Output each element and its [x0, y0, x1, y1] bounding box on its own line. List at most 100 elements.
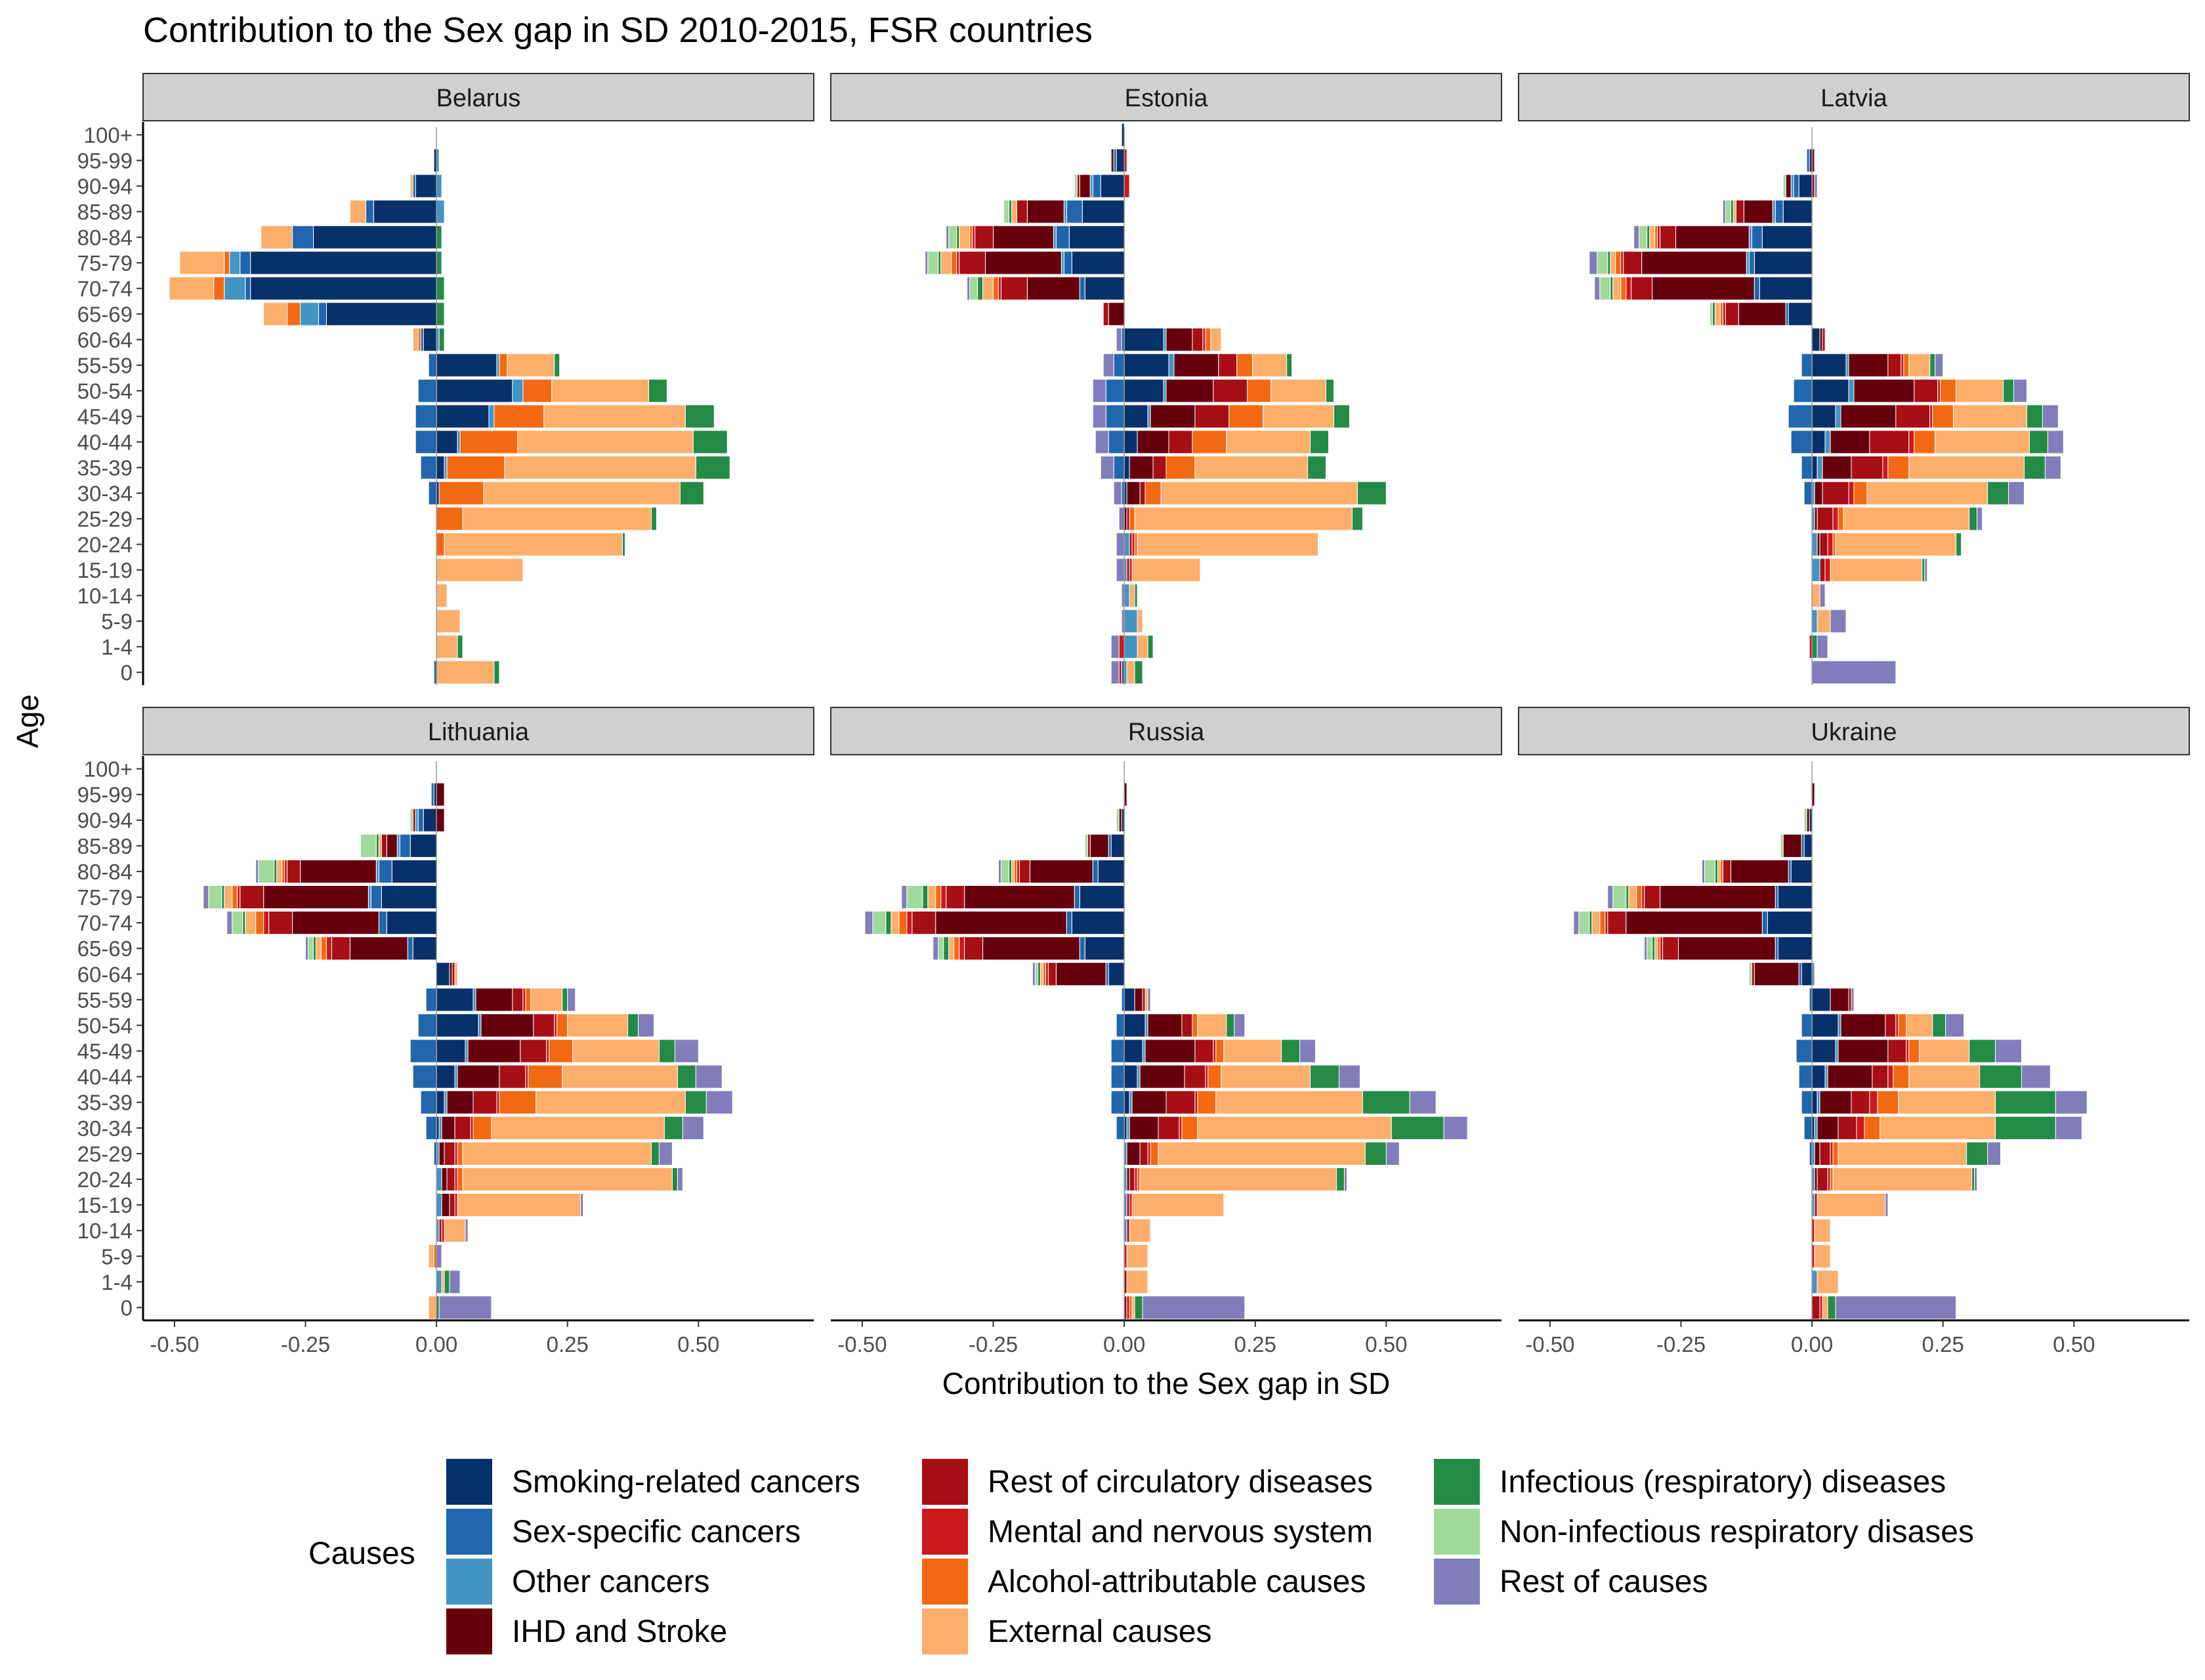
bar-segment: [572, 1039, 660, 1063]
bar-segment: [1040, 962, 1043, 986]
bar-segment: [1045, 962, 1049, 986]
y-tick-label: 0: [121, 661, 133, 685]
bar-segment: [1793, 174, 1799, 198]
bar-segment: [417, 1013, 437, 1038]
bar-segment: [441, 1193, 450, 1217]
bar-segment: [1641, 251, 1747, 275]
bar-segment: [1822, 327, 1826, 352]
bar-segment: [1895, 1013, 1899, 1038]
bar-segment: [420, 327, 424, 352]
bar-segment: [1987, 481, 2009, 505]
bar-segment: [1129, 1219, 1151, 1243]
bar-segment: [1142, 988, 1146, 1012]
bar-segment: [1160, 481, 1358, 505]
bar-segment: [1838, 1013, 1841, 1038]
bar-segment: [692, 430, 728, 454]
y-tick-label: 55-59: [77, 988, 133, 1012]
bar-segment: [622, 532, 626, 556]
bar-segment: [1000, 276, 1028, 301]
bar-segment: [1660, 885, 1776, 910]
bar-segment: [1811, 1295, 1820, 1320]
legend-item-mental-and-nervous-system: Mental and nervous system: [922, 1507, 1373, 1557]
bar-segment: [1208, 1064, 1222, 1089]
bar-segment: [1709, 302, 1713, 326]
bar-segment: [1118, 808, 1122, 832]
bar-segment: [415, 808, 419, 832]
bar-segment: [1816, 1270, 1839, 1294]
facet-strip: [1518, 73, 2190, 121]
bar-segment: [1754, 962, 1799, 986]
bar-segment: [436, 174, 442, 198]
legend-item-external-causes: External causes: [922, 1606, 1373, 1656]
bar-segment: [1124, 404, 1148, 429]
bar-segment: [1126, 1295, 1130, 1320]
x-tick-label: 0.25: [547, 1332, 589, 1356]
bar-segment: [1131, 558, 1201, 582]
bar-segment: [475, 988, 513, 1012]
bar-segment: [287, 859, 301, 884]
bar-segment: [1987, 1141, 2002, 1166]
bar-segment: [562, 1064, 678, 1089]
bar-segment: [444, 455, 448, 480]
bar-segment: [1623, 251, 1643, 275]
bar-segment: [1084, 936, 1125, 961]
bar-segment: [1063, 251, 1072, 275]
bar-segment: [1974, 1167, 1978, 1192]
bar-segment: [1819, 532, 1828, 556]
bar-segment: [1129, 558, 1133, 582]
bar-segment: [1872, 1064, 1889, 1089]
bar-segment: [1202, 327, 1206, 352]
bar-segment: [1908, 1039, 1920, 1063]
bar-segment: [242, 911, 246, 935]
bar-segment: [1168, 430, 1193, 454]
bar-segment: [1134, 507, 1353, 531]
bar-segment: [449, 1193, 455, 1217]
bar-segment: [1816, 1193, 1886, 1217]
bar-segment: [425, 1116, 437, 1140]
bar-segment: [203, 885, 209, 910]
bar-segment: [954, 936, 960, 961]
bar-segment: [567, 1013, 629, 1038]
bar-segment: [1754, 276, 1760, 301]
x-tick-label: 0.25: [1234, 1332, 1276, 1356]
bar-segment: [1838, 1141, 1967, 1166]
bar-segment: [864, 911, 873, 935]
bar-segment: [1790, 430, 1813, 454]
bar-segment: [522, 988, 526, 1012]
bar-segment: [1738, 302, 1786, 326]
bar-segment: [1748, 225, 1752, 249]
bar-segment: [420, 1090, 437, 1114]
bar-segment: [410, 1039, 437, 1063]
panel-russia: Russia -0.50 -0.25 0.00 0.25 0.50: [830, 707, 1502, 1356]
bar-segment: [232, 911, 243, 935]
bar-segment: [1181, 1013, 1193, 1038]
facet-strip: [1518, 707, 2190, 755]
bar-segment: [1782, 200, 1813, 224]
bar-segment: [1717, 859, 1721, 884]
bar-segment: [522, 379, 553, 403]
bar-segment: [1895, 404, 1931, 429]
bar-segment: [349, 200, 366, 224]
bar-segment: [1882, 455, 1889, 480]
bar-segment: [1184, 1064, 1206, 1089]
x-tick-label: -0.25: [281, 1332, 330, 1356]
bar-segment: [891, 911, 900, 935]
bar-segment: [1660, 936, 1664, 961]
bar-segment: [1578, 911, 1590, 935]
bar-segment: [677, 1064, 696, 1089]
bar-segment: [1016, 859, 1020, 884]
bar-segment: [982, 276, 994, 301]
bar-segment: [1194, 404, 1230, 429]
bar-segment: [1137, 1064, 1141, 1089]
bar-segment: [1205, 1064, 1209, 1089]
bar-segment: [1047, 962, 1057, 986]
bar-segment: [1848, 379, 1855, 403]
bar-segment: [179, 251, 225, 275]
panel-estonia: Estonia: [830, 73, 1502, 685]
y-tick-label: 90-94: [77, 175, 133, 199]
bar-segment: [1819, 583, 1826, 608]
bar-segment: [1194, 455, 1309, 480]
bar-segment: [454, 1141, 458, 1166]
bar-segment: [300, 859, 377, 884]
bar-segment: [438, 1219, 442, 1243]
